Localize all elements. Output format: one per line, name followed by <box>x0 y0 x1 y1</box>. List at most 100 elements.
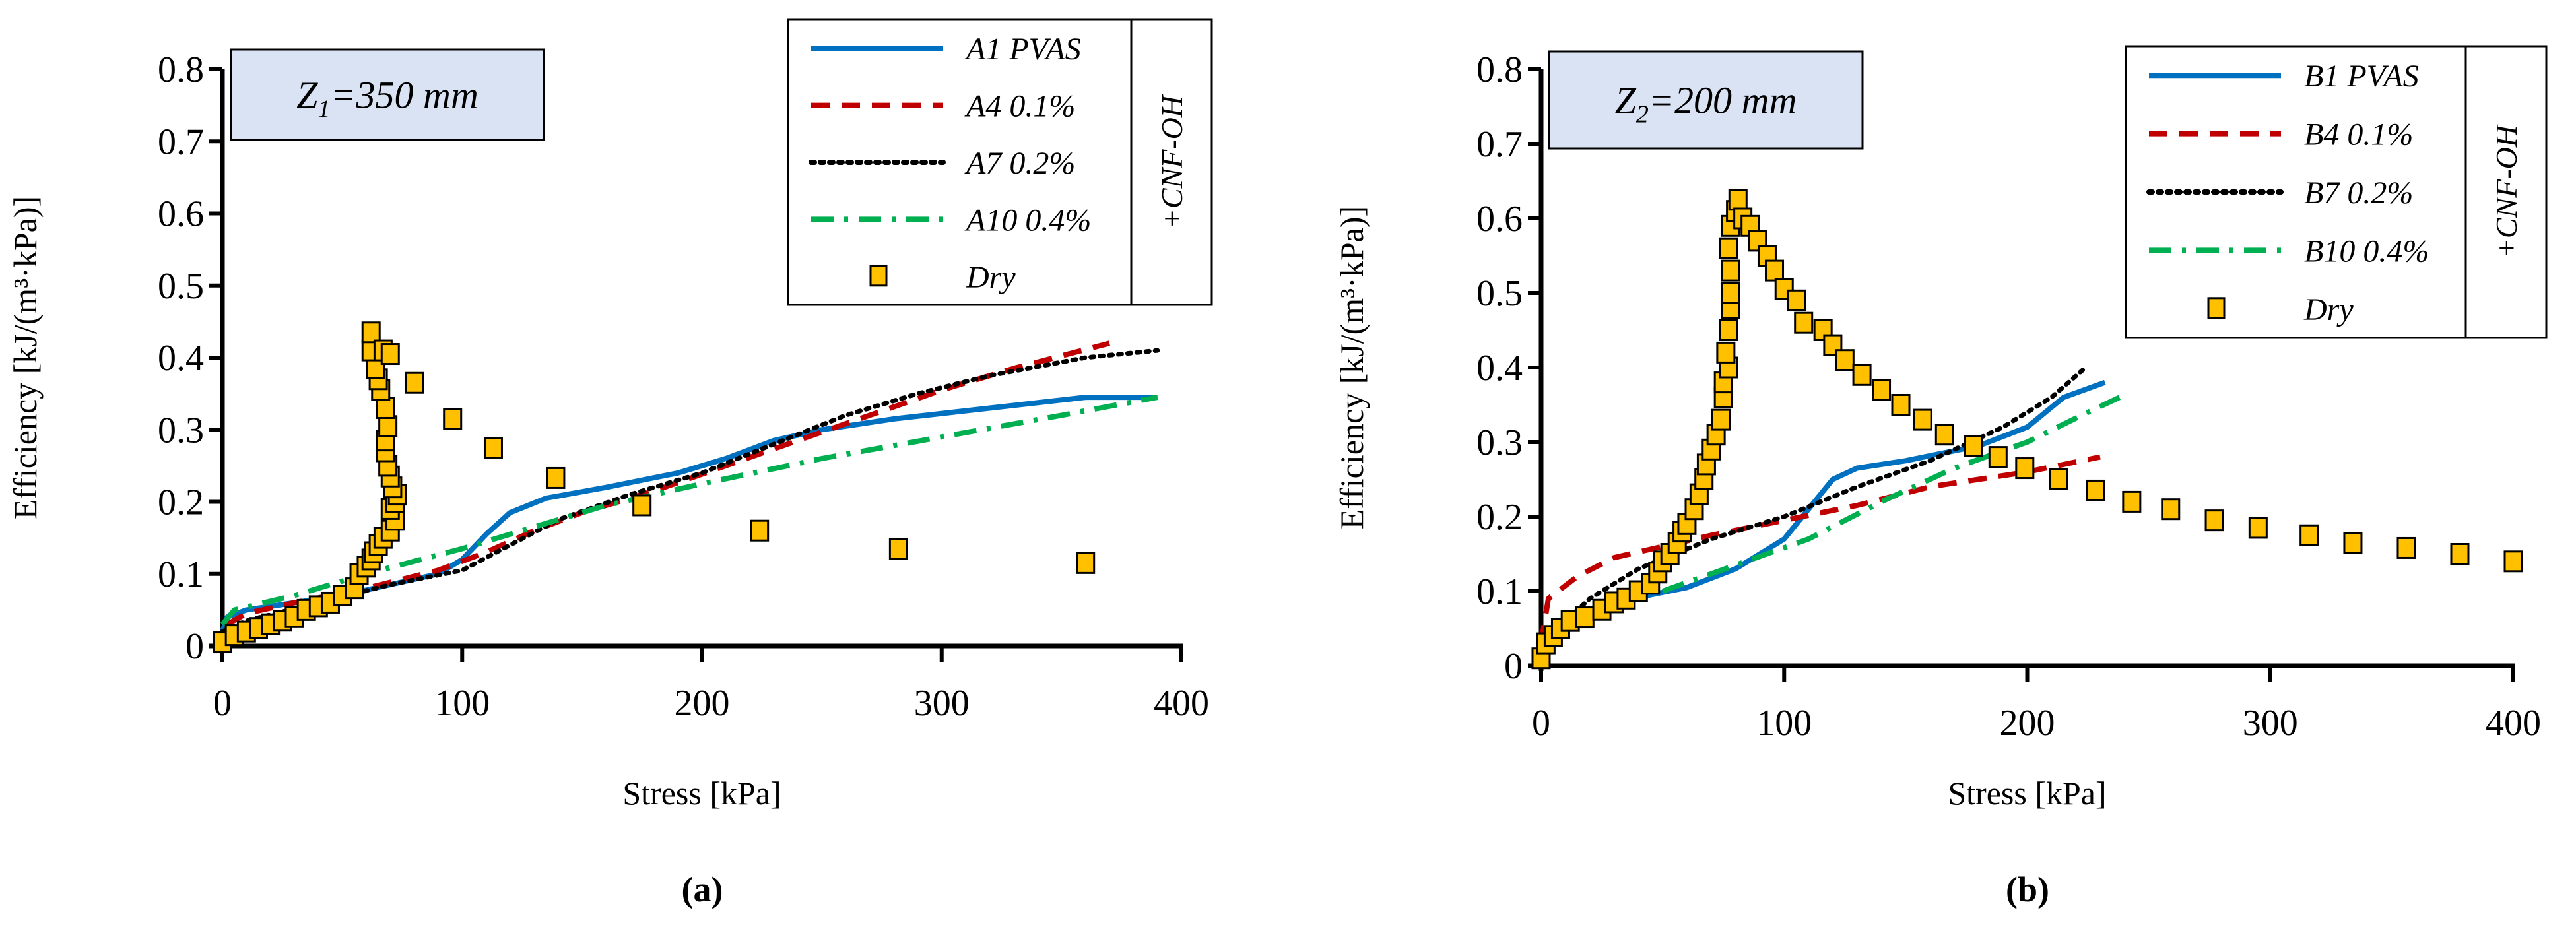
dry-data-point <box>2049 468 2068 490</box>
dry-data-point <box>750 519 770 542</box>
y-tick-label: 0.1 <box>158 554 204 595</box>
y-tick-label: 0.5 <box>1476 273 1523 314</box>
legend-label: A1 PVAS <box>964 32 1081 67</box>
dry-data-point <box>1711 408 1731 431</box>
dry-data-point <box>443 408 463 430</box>
dry-data-point <box>1835 349 1855 371</box>
legend-label: B1 PVAS <box>2304 59 2419 94</box>
y-tick-label: 0 <box>185 626 204 667</box>
legend-item: B4 0.1% <box>2149 117 2413 152</box>
panel-caption: (b) <box>2006 870 2049 909</box>
x-tick-label: 100 <box>434 683 490 724</box>
dry-data-point <box>1872 379 1892 401</box>
y-tick-label: 0.2 <box>1476 497 1523 538</box>
dry-data-point <box>1774 278 1794 300</box>
legend-label: A10 0.4% <box>964 203 1091 238</box>
y-tick-label: 0.6 <box>1476 199 1523 240</box>
x-axis-label: Stress [kPa] <box>1948 775 2106 812</box>
dry-data-point <box>2161 498 2181 521</box>
dry-data-point <box>361 321 381 344</box>
x-tick-label: 300 <box>2243 703 2298 744</box>
dry-data-point <box>1716 341 1736 364</box>
dry-data-point <box>1891 394 1911 416</box>
depth-subscript: 1 <box>317 96 330 123</box>
dry-data-point <box>1765 259 1785 282</box>
dry-data-point <box>1787 289 1806 311</box>
series-line-a10 <box>220 395 1158 626</box>
series-line-b4 <box>1538 454 2101 644</box>
x-tick-label: 200 <box>2000 703 2055 744</box>
depth-variable: Z <box>296 74 318 117</box>
depth-value: =200 mm <box>1649 79 1797 122</box>
legend-group-label: +CNF-OH <box>2490 123 2523 259</box>
dry-data-point <box>1988 446 2008 468</box>
x-tick-label: 400 <box>2486 703 2541 744</box>
y-tick-label: 0 <box>1504 646 1523 687</box>
dry-data-point <box>2086 479 2105 501</box>
y-tick-label: 0.3 <box>158 410 204 451</box>
depth-value: =350 mm <box>330 74 478 117</box>
dry-data-point <box>2503 550 2523 573</box>
dry-data-point <box>1794 311 1814 334</box>
depth-annotation: Z1=350 mm <box>296 74 479 123</box>
dry-data-point <box>1721 259 1740 282</box>
legend-box <box>787 18 1213 306</box>
dry-data-point <box>2396 536 2416 559</box>
legend-item: A1 PVAS <box>811 32 1081 67</box>
legend: +CNF-OH A1 PVAS A4 0.1% A7 0.2% A10 0.4% Dry <box>787 18 1213 306</box>
dry-data-point <box>1575 606 1595 629</box>
legend-label: B7 0.2% <box>2304 176 2413 210</box>
depth-annotation-box <box>1548 50 1864 150</box>
x-tick-label: 200 <box>675 683 730 724</box>
chart-panel-a: 0 0.1 0.2 0.3 0.4 0.5 0.6 0.7 0.8 0 100 200 300 400 St… <box>7 18 1213 909</box>
x-axis-label: Stress [kPa] <box>622 775 781 812</box>
x-tick-label: 0 <box>213 683 232 724</box>
dry-data-point <box>1964 435 1983 457</box>
depth-annotation: Z2=200 mm <box>1615 79 1797 129</box>
y-axis-label: Efficiency [kJ/(m³·kPa)] <box>7 196 44 519</box>
legend: +CNF-OH B1 PVAS B4 0.1% B7 0.2% B10 0.4% Dry <box>2125 45 2548 339</box>
y-axis-label: Efficiency [kJ/(m³·kPa)] <box>1333 206 1370 529</box>
dry-data-point <box>1076 552 1096 574</box>
dry-data-point <box>546 466 566 489</box>
dry-data-point <box>1934 424 1954 446</box>
x-tick-label: 0 <box>1532 703 1550 744</box>
y-tick-label: 0.1 <box>1476 571 1523 612</box>
legend-label: A7 0.2% <box>964 146 1075 181</box>
dry-data-point <box>1721 282 1740 304</box>
dry-data-point <box>405 371 424 394</box>
legend-label: A4 0.1% <box>964 89 1075 124</box>
legend-item: B1 PVAS <box>2149 59 2419 94</box>
depth-subscript: 2 <box>1636 101 1649 129</box>
dry-data-point <box>1913 408 1932 431</box>
legend-item: A4 0.1% <box>811 89 1075 124</box>
legend-group-label: +CNF-OH <box>1155 94 1189 229</box>
depth-variable: Z <box>1615 79 1637 122</box>
x-tick-label: 300 <box>914 683 970 724</box>
y-tick-label: 0.6 <box>158 194 204 235</box>
dry-data-point <box>376 397 395 419</box>
dry-data-point <box>2015 457 2035 480</box>
panel-caption: (a) <box>682 870 723 909</box>
legend-marker-icon <box>2207 297 2226 319</box>
depth-annotation-box <box>230 48 545 141</box>
series-line-b7 <box>1538 365 2088 646</box>
dry-data-point <box>632 494 652 517</box>
y-tick-label: 0.8 <box>1476 49 1523 90</box>
dry-data-point <box>378 415 398 437</box>
legend-label: B4 0.1% <box>2304 117 2413 152</box>
y-tick-label: 0.7 <box>1476 124 1523 165</box>
y-tick-label: 0.4 <box>1476 348 1523 389</box>
dry-data-point <box>483 437 503 459</box>
dry-data-point <box>1719 237 1738 259</box>
legend-item: B7 0.2% <box>2146 176 2413 210</box>
dry-data-point <box>1719 319 1738 341</box>
dry-data-point <box>1728 189 1748 211</box>
dry-data-point <box>2248 517 2268 539</box>
x-tick-label: 400 <box>1154 683 1209 724</box>
legend-item: A7 0.2% <box>809 146 1075 181</box>
x-tick-label: 100 <box>1756 703 1812 744</box>
legend-marker-icon <box>869 265 888 287</box>
y-tick-label: 0.7 <box>158 121 204 162</box>
dry-data-point <box>2122 490 2142 513</box>
